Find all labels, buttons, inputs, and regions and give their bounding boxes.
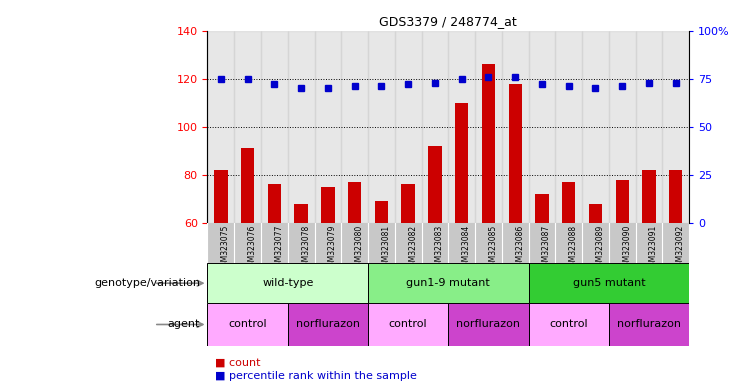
Text: GSM323084: GSM323084 (462, 225, 471, 271)
Bar (288, 31, 314, 223)
Text: GSM323090: GSM323090 (622, 225, 631, 271)
Text: ■ count: ■ count (215, 358, 260, 368)
Text: gun5 mutant: gun5 mutant (573, 278, 645, 288)
Text: GSM323082: GSM323082 (408, 225, 417, 271)
Text: GSM323089: GSM323089 (596, 225, 605, 271)
Bar (609, 31, 636, 223)
Bar (288, 303, 368, 346)
Bar (314, 31, 342, 223)
Bar (348, 182, 362, 223)
Bar (368, 31, 395, 223)
Bar (294, 204, 308, 223)
Text: control: control (549, 319, 588, 329)
Text: wild-type: wild-type (262, 278, 313, 288)
Bar (368, 263, 528, 303)
Text: genotype/variation: genotype/variation (94, 278, 200, 288)
Text: GSM323092: GSM323092 (676, 225, 685, 271)
Text: GSM323076: GSM323076 (247, 225, 256, 271)
Bar (582, 31, 609, 223)
Bar (261, 31, 288, 223)
Bar (502, 31, 528, 223)
Bar (428, 146, 442, 223)
Bar (268, 184, 281, 223)
Bar (562, 182, 576, 223)
Text: ■ percentile rank within the sample: ■ percentile rank within the sample (215, 371, 416, 381)
Text: GSM323091: GSM323091 (649, 225, 658, 271)
Text: GSM323083: GSM323083 (435, 225, 444, 271)
Text: agent: agent (167, 319, 200, 329)
Bar (535, 194, 548, 223)
Bar (609, 303, 689, 346)
Bar (555, 31, 582, 223)
Bar (234, 31, 261, 223)
Bar (482, 64, 495, 223)
Text: GSM323086: GSM323086 (515, 225, 524, 271)
Text: GSM323077: GSM323077 (274, 225, 283, 271)
Bar (589, 204, 602, 223)
Bar (321, 187, 335, 223)
Bar (207, 303, 288, 346)
Text: GSM323078: GSM323078 (301, 225, 310, 271)
Bar (528, 303, 609, 346)
Text: GSM323075: GSM323075 (221, 225, 230, 271)
Bar (422, 31, 448, 223)
Bar (508, 84, 522, 223)
Bar (616, 180, 629, 223)
Text: GSM323088: GSM323088 (569, 225, 578, 271)
Bar (662, 31, 689, 223)
Text: norflurazon: norflurazon (456, 319, 520, 329)
Bar (342, 31, 368, 223)
Bar (636, 31, 662, 223)
Text: GSM323079: GSM323079 (328, 225, 337, 271)
Text: GSM323081: GSM323081 (382, 225, 391, 271)
Bar (448, 31, 475, 223)
Bar (395, 31, 422, 223)
Bar (475, 31, 502, 223)
Bar (528, 31, 555, 223)
Text: control: control (228, 319, 267, 329)
Text: norflurazon: norflurazon (617, 319, 681, 329)
Bar (455, 103, 468, 223)
Bar (241, 148, 254, 223)
Text: gun1-9 mutant: gun1-9 mutant (406, 278, 491, 288)
Text: GSM323080: GSM323080 (355, 225, 364, 271)
Text: GSM323085: GSM323085 (488, 225, 497, 271)
Text: control: control (389, 319, 428, 329)
Bar (368, 303, 448, 346)
Bar (214, 170, 227, 223)
Bar (375, 201, 388, 223)
Bar (669, 170, 682, 223)
Bar (448, 303, 528, 346)
Bar (207, 31, 234, 223)
Bar (402, 184, 415, 223)
Bar (642, 170, 656, 223)
Text: GSM323087: GSM323087 (542, 225, 551, 271)
Text: norflurazon: norflurazon (296, 319, 360, 329)
Bar (207, 263, 368, 303)
Bar (528, 263, 689, 303)
Title: GDS3379 / 248774_at: GDS3379 / 248774_at (379, 15, 517, 28)
